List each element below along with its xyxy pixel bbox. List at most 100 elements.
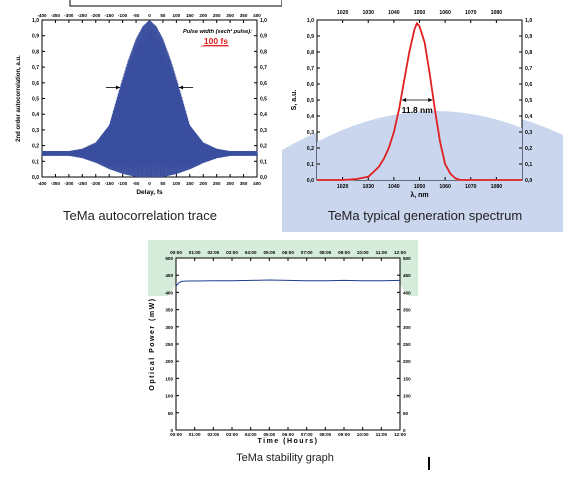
y-tick-label-right: 0,7	[260, 65, 267, 71]
x-tick-label-top: 200	[199, 13, 207, 18]
y-tick-label-right: 0,9	[260, 34, 267, 40]
frame-box	[69, 0, 282, 7]
decorative-frame	[148, 240, 418, 296]
x-tick-label: 08:00	[319, 432, 331, 437]
y-tick-label: 0,7	[307, 66, 314, 72]
x-tick-label: 04:00	[245, 432, 257, 437]
y-tick-label: 300	[165, 325, 173, 330]
plot-area	[175, 257, 401, 431]
x-tick-label-top: 50	[160, 13, 166, 18]
x-tick-label-top: 01:00	[189, 250, 201, 255]
y-tick-label: 0,0	[32, 175, 39, 181]
x-tick-label: 00:00	[170, 432, 182, 437]
y-tick-label: 0,0	[307, 178, 314, 184]
x-tick-label-top: -300	[64, 13, 74, 18]
y-tick-label: 0,2	[32, 144, 39, 150]
y-tick-label-right: 0,1	[260, 159, 267, 165]
x-tick-label-top: 11:00	[376, 250, 388, 255]
x-axis-label: Delay, fs	[136, 189, 163, 196]
x-tick-label-top: 0	[148, 13, 151, 18]
x-tick-label-top: 1080	[491, 10, 503, 16]
x-tick-label: 1060	[439, 184, 451, 190]
x-tick-label: -250	[78, 181, 88, 186]
x-axis-label: λ, nm	[410, 191, 428, 199]
y-tick-label-right: 0,4	[525, 114, 532, 120]
x-tick-label: 1070	[465, 184, 477, 190]
x-tick-label: 1080	[491, 184, 503, 190]
fwhm-arrowhead-left	[115, 85, 120, 90]
y-tick-label: 0,6	[32, 81, 39, 87]
y-tick-label: 1,0	[32, 18, 39, 24]
x-tick-label-top: -350	[51, 13, 61, 18]
x-tick-label-top: -250	[78, 13, 88, 18]
x-tick-label: -150	[105, 181, 115, 186]
y-tick-label-right: 0,4	[260, 112, 267, 118]
x-tick-label: 50	[160, 181, 166, 186]
y-tick-label: 400	[165, 290, 173, 295]
y-tick-label: 0,1	[307, 162, 314, 168]
x-tick-label: 1040	[388, 184, 400, 190]
x-tick-label: 10:00	[357, 432, 369, 437]
y-tick-label-right: 0	[403, 428, 406, 433]
plot-dome	[317, 110, 522, 180]
autocorrelation-fill	[42, 20, 257, 177]
x-tick-label-top: 1070	[465, 10, 477, 16]
y-tick-label-right: 1,0	[260, 18, 267, 24]
x-tick-label-top: -150	[105, 13, 115, 18]
x-tick-label-top: 1060	[439, 10, 451, 16]
fwhm-arrowhead-left	[402, 98, 407, 102]
y-tick-label-right: 300	[403, 325, 411, 330]
x-tick-label-top: 07:00	[301, 250, 313, 255]
x-tick-label: -200	[91, 181, 101, 186]
x-tick-label-top: 1040	[388, 10, 400, 16]
y-tick-label: 0,5	[32, 97, 39, 103]
caption-autocorrelation: TeMa autocorrelation trace	[63, 208, 217, 223]
y-tick-label-right: 0,3	[260, 128, 267, 134]
x-tick-label-top: 150	[186, 13, 194, 18]
y-tick-label: 0,1	[32, 159, 39, 165]
x-tick-label: -350	[51, 181, 61, 186]
y-axis-label: S, a.u.	[291, 90, 298, 111]
x-tick-label: 07:00	[301, 432, 313, 437]
x-tick-label: 02:00	[207, 432, 219, 437]
y-tick-label-right: 50	[403, 411, 409, 416]
y-tick-label-right: 0,7	[525, 66, 532, 72]
y-tick-label: 0,7	[32, 65, 39, 71]
y-axis-label: 2nd order autocorrelation, a.u.	[16, 55, 22, 142]
y-tick-label-right: 250	[403, 342, 411, 347]
x-tick-label: 400	[253, 181, 261, 186]
y-tick-label: 0,8	[307, 50, 314, 56]
x-tick-label: -100	[118, 181, 128, 186]
x-tick-label-top: 350	[240, 13, 248, 18]
y-tick-label: 1,0	[307, 18, 314, 24]
x-tick-label: -50	[133, 181, 140, 186]
x-tick-label-top: -100	[118, 13, 128, 18]
x-tick-label: 200	[199, 181, 207, 186]
x-tick-label: 01:00	[189, 432, 201, 437]
text-cursor	[428, 457, 430, 470]
fwhm-label: 11.8 nm	[402, 105, 434, 115]
x-tick-label: 03:00	[226, 432, 238, 437]
y-tick-label: 0,6	[307, 82, 314, 88]
x-tick-label-top: 12:00	[394, 250, 406, 255]
x-tick-label: 1050	[414, 184, 426, 190]
power-trace	[175, 279, 401, 287]
y-tick-label: 0,2	[307, 146, 314, 152]
x-tick-label: 150	[186, 181, 194, 186]
y-tick-label: 0,3	[32, 128, 39, 134]
x-tick-label: 250	[213, 181, 221, 186]
y-tick-label-right: 400	[403, 290, 411, 295]
y-tick-label-right: 200	[403, 359, 411, 364]
y-tick-label-right: 0,0	[260, 175, 267, 181]
stability-chart: 00:00 00:00 01:00 01:00 02:00 02:00 03:00 03:00…	[148, 240, 418, 445]
x-tick-label-top: -50	[133, 13, 140, 18]
y-tick-label-right: 500	[403, 256, 411, 261]
autocorrelation-chart: -400-400-350-350-300-300-250-250-200-200…	[16, 0, 282, 196]
y-tick-label-right: 0,6	[260, 81, 267, 87]
fwhm-arrowhead-right	[179, 85, 184, 90]
x-tick-label-top: -400	[37, 13, 47, 18]
y-tick-label-right: 0,9	[525, 34, 532, 40]
y-tick-label-right: 0,0	[525, 178, 532, 184]
y-tick-label: 350	[165, 308, 173, 313]
y-tick-label-right: 0,2	[525, 146, 532, 152]
